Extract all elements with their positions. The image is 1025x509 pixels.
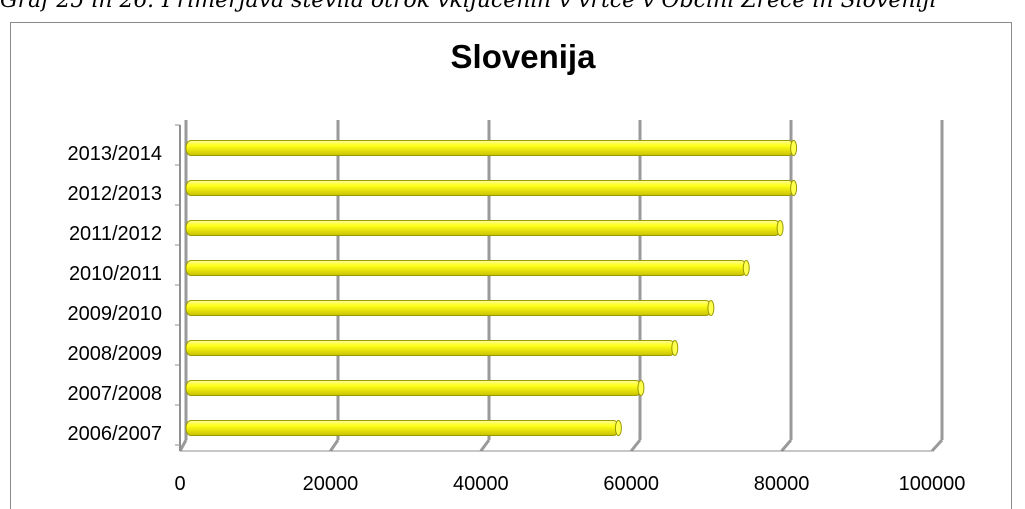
x-grid-depth: [329, 439, 340, 452]
bar-body: [185, 180, 795, 196]
bar-body: [185, 220, 781, 236]
bar-body: [185, 140, 795, 156]
y-tick-label: 2009/2010: [67, 303, 162, 325]
bar-body: [185, 300, 712, 316]
labels-layer: 2006/2007 2007/2008 2008/2009 2009/2010 2010…: [67, 124, 966, 495]
x-tick-label: 80000: [754, 473, 810, 495]
x-grid-depth: [930, 438, 944, 453]
bar: [185, 340, 679, 356]
bar: [185, 300, 715, 316]
y-tick-label: 2013/2014: [67, 143, 162, 165]
bar-end-cap: [637, 380, 645, 396]
x-tick-label: 100000: [899, 473, 966, 495]
y-tick-label: 2011/2012: [69, 223, 162, 245]
x-tick-label: 0: [174, 473, 185, 495]
bar-end-cap: [790, 140, 798, 156]
bar-end-cap: [776, 220, 784, 236]
bar-end-cap: [790, 180, 798, 196]
y-tick-label: 2012/2013: [67, 183, 162, 205]
figure-caption: Graf 25 in 26: Primerjava števila otrok …: [0, 0, 937, 13]
bar-end-cap: [742, 260, 750, 276]
chart-frame: [10, 22, 1012, 509]
y-tick-label: 2008/2009: [67, 343, 162, 365]
bar-body: [185, 340, 676, 356]
x-tick-label: 40000: [453, 473, 509, 495]
x-grid-depth: [780, 439, 793, 452]
bar: [185, 420, 622, 436]
x-grid-depth: [479, 439, 491, 452]
bars-layer: [185, 140, 798, 436]
bar: [185, 380, 645, 396]
bar-end-cap: [671, 340, 679, 356]
bar: [185, 180, 798, 196]
grid-layer: [178, 120, 944, 453]
chart-title: Slovenija: [451, 38, 597, 75]
bar: [185, 220, 784, 236]
bar: [185, 260, 750, 276]
y-tick-label: 2006/2007: [67, 423, 162, 445]
x-tick-label: 60000: [603, 473, 659, 495]
bar: [185, 140, 798, 156]
bar-end-cap: [707, 300, 715, 316]
y-tick-label: 2007/2008: [67, 383, 162, 405]
y-tick-label: 2010/2011: [69, 263, 162, 285]
bar-body: [185, 420, 619, 436]
bar-end-cap: [614, 420, 622, 436]
x-tick-label: 20000: [303, 473, 359, 495]
bar-body: [185, 260, 747, 276]
bar-body: [185, 380, 642, 396]
x-grid-depth: [630, 439, 642, 452]
